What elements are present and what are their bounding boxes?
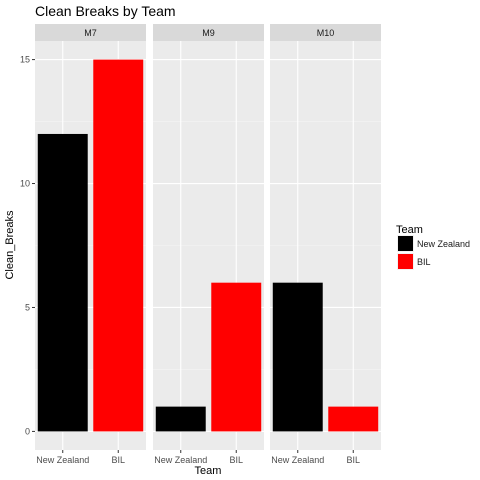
x-tick-label: BIL <box>111 455 125 465</box>
bar-new-zealand <box>272 282 323 432</box>
x-tick-label: New Zealand <box>154 455 207 465</box>
legend-label: New Zealand <box>417 239 470 249</box>
y-tick-label: 0 <box>25 426 30 436</box>
x-tick-label: BIL <box>229 455 243 465</box>
facet-strip <box>270 24 381 41</box>
y-tick-label: 10 <box>20 179 30 189</box>
y-tick-label: 15 <box>20 55 30 65</box>
facet-strip <box>153 24 264 41</box>
legend-swatch <box>398 254 413 269</box>
facet-strip <box>35 24 146 41</box>
chart-title: Clean Breaks by Team <box>35 3 176 19</box>
bar-new-zealand <box>155 406 206 432</box>
x-tick-label: BIL <box>346 455 360 465</box>
facet-panel: M7 New Zealand BIL <box>35 24 146 465</box>
bar-bil <box>93 59 144 432</box>
bar-bil <box>328 406 379 432</box>
y-axis-title: Clean_Breaks <box>4 210 16 280</box>
facet-panels: M7 New Zealand BIL M9 New Zealand BIL M10 New Z… <box>20 24 381 465</box>
x-tick-label: New Zealand <box>271 455 324 465</box>
y-tick-label: 5 <box>25 302 30 312</box>
y-axis: 0 5 10 15 <box>20 55 35 436</box>
legend-title: Team <box>396 224 423 236</box>
facet-strip-label: M10 <box>317 28 335 38</box>
legend: Team New Zealand BIL <box>396 224 470 270</box>
facet-panel: M9 New Zealand BIL <box>153 24 264 465</box>
legend-label: BIL <box>417 257 431 267</box>
x-tick-label: New Zealand <box>36 455 89 465</box>
facet-strip-label: M7 <box>84 28 97 38</box>
x-axis-title: Team <box>195 465 222 477</box>
bar-bil <box>211 282 262 432</box>
legend-swatch <box>398 236 413 251</box>
facet-strip-label: M9 <box>202 28 215 38</box>
facet-panel: M10 New Zealand BIL <box>270 24 381 465</box>
bar-new-zealand <box>37 133 88 432</box>
